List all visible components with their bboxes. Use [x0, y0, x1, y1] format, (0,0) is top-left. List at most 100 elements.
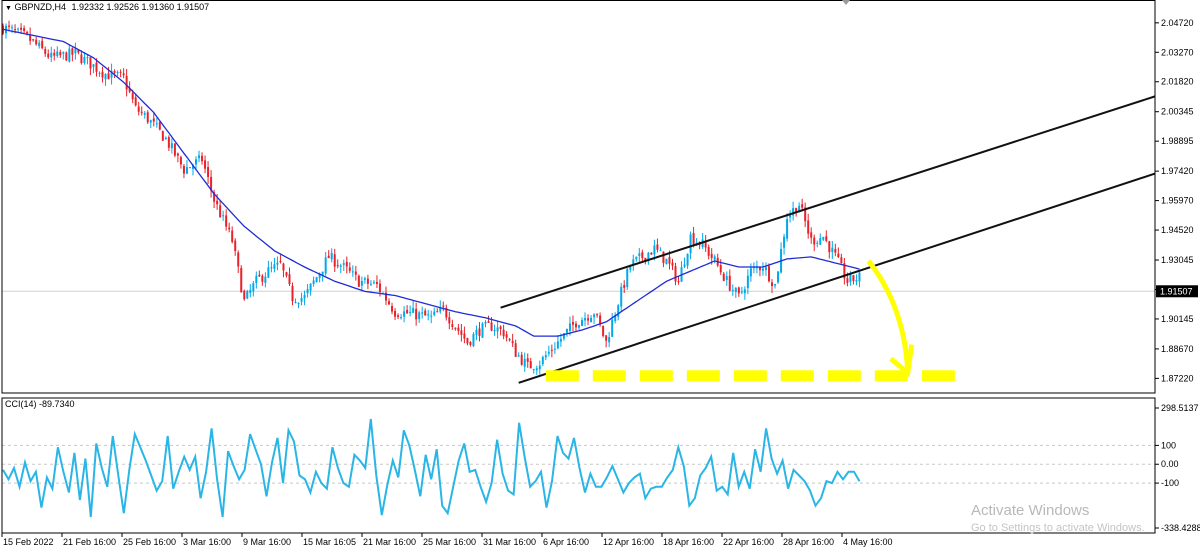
candle-body [83, 56, 86, 63]
candle-body [104, 74, 107, 80]
candle-body [855, 279, 858, 282]
annotations [500, 95, 1156, 384]
candle-body [520, 354, 523, 365]
candle-body [246, 291, 249, 299]
candle-body [149, 120, 152, 123]
candle-body [571, 321, 574, 325]
watermark-subtitle: Go to Settings to activate Windows. [971, 522, 1145, 534]
candle-body [743, 289, 746, 294]
candle-body [336, 265, 339, 267]
cci-tick-label: 0.00 [1161, 459, 1179, 469]
candle-body [550, 349, 553, 351]
time-tick-label: 4 May 16:00 [843, 537, 893, 547]
cci-pane-frame [1, 397, 1156, 534]
candle-body [632, 259, 635, 266]
candle-body [523, 358, 526, 367]
candle-body [56, 51, 59, 57]
candle-body [641, 252, 644, 259]
candle-body [436, 311, 439, 313]
candle-body [767, 266, 770, 282]
candle-body [372, 282, 375, 284]
time-axis-labels: 15 Feb 2022 21 Feb 16:00 25 Feb 16:00 3 Mar… [1, 533, 893, 547]
price-axis-labels: 2.04720 2.03270 2.01820 2.00345 1.98895 1.974… [1155, 18, 1200, 533]
candle-body [843, 263, 846, 279]
candle-body [86, 57, 89, 59]
candle-body [363, 278, 366, 280]
candle-body [125, 75, 128, 90]
candle-body [731, 289, 734, 292]
candle-body [210, 176, 213, 191]
chevron-down-icon[interactable]: ▼ [5, 5, 12, 12]
time-tick-label: 25 Mar 16:00 [423, 537, 476, 547]
candle-body [553, 348, 556, 350]
candle-body [602, 325, 605, 336]
candle-body [68, 48, 71, 62]
candle-body [137, 106, 140, 112]
candle-body [822, 237, 825, 240]
candle-body [605, 335, 608, 341]
symbol-label: GBPNZD,H4 [14, 2, 66, 12]
candle-body [493, 330, 496, 332]
candle-body [327, 255, 330, 259]
candle-body [131, 93, 134, 100]
candle-body [282, 263, 285, 271]
price-tick-label: 1.98895 [1161, 136, 1194, 146]
candle-body [584, 318, 587, 321]
candle-body [418, 312, 421, 320]
cci-line [2, 418, 861, 518]
candle-body [201, 155, 204, 162]
candle-body [421, 312, 424, 314]
candle-body [158, 121, 161, 130]
candle-body [77, 49, 80, 53]
candle-body [746, 275, 749, 289]
cci-tick-label: 100 [1161, 440, 1176, 450]
candle-body [38, 42, 41, 47]
candle-body [490, 322, 493, 331]
time-tick-label: 22 Apr 16:00 [723, 537, 774, 547]
candle-body [713, 256, 716, 260]
candle-body [562, 333, 565, 339]
candle-body [258, 274, 261, 277]
price-tick-label: 2.03270 [1161, 47, 1194, 57]
candle-body [816, 242, 819, 244]
candle-body [526, 358, 529, 362]
candle-body [653, 245, 656, 255]
candle-body [502, 329, 505, 337]
candle-body [47, 53, 50, 58]
candle-body [264, 276, 267, 283]
ohlc-readout: 1.92332 1.92526 1.91360 1.91507 [71, 2, 210, 12]
candle-body [472, 334, 475, 347]
price-pane-frame [1, 0, 1156, 394]
candle-body [644, 257, 647, 261]
candle-body [487, 321, 490, 323]
candle-body [807, 220, 810, 234]
candle-body [384, 292, 387, 301]
candle-body [777, 271, 780, 283]
candle-body [463, 333, 466, 339]
candle-body [846, 278, 849, 283]
candle-body [32, 39, 35, 41]
candle-body [659, 249, 662, 251]
candle-body [813, 237, 816, 245]
candle-body [852, 275, 855, 282]
candle-body [354, 271, 357, 275]
candle-body [231, 230, 234, 242]
candle-body [394, 310, 397, 317]
candle-body [774, 284, 777, 286]
candle-body [662, 251, 665, 263]
candle-body [29, 34, 32, 41]
candle-body [237, 252, 240, 267]
candle-body [689, 234, 692, 254]
price-tick-label: 2.01820 [1161, 77, 1194, 87]
axes [1, 0, 1156, 534]
candle-body [14, 29, 17, 31]
price-tick-label: 1.87220 [1161, 373, 1194, 383]
candle-body [795, 207, 798, 214]
candle-body [828, 241, 831, 253]
candle-body [222, 215, 225, 217]
candle-body [375, 281, 378, 284]
candle-body [620, 286, 623, 307]
candle-body [161, 131, 164, 141]
candle-body [559, 339, 562, 342]
candle-body [309, 283, 312, 291]
